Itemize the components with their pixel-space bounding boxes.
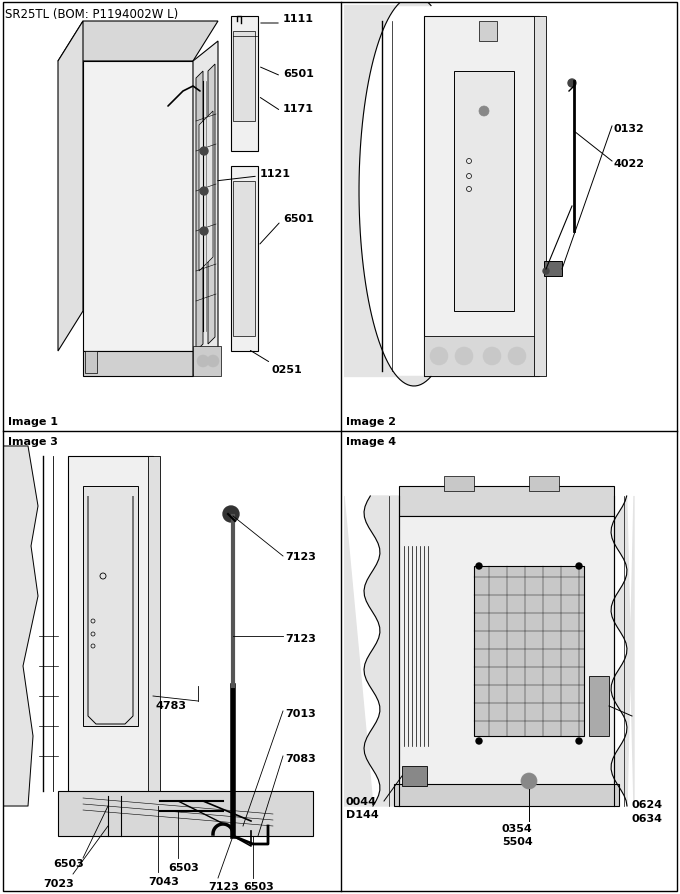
Circle shape [576,738,582,744]
Polygon shape [199,112,213,272]
Circle shape [476,738,482,744]
Text: 4783: 4783 [155,700,186,710]
Bar [544,262,562,276]
Polygon shape [58,22,83,351]
Text: 5504: 5504 [502,836,532,846]
Bar [474,567,584,736]
Polygon shape [424,17,539,376]
Polygon shape [3,446,38,806]
Text: 6503: 6503 [53,858,84,868]
Circle shape [568,80,576,88]
Circle shape [521,773,537,789]
Circle shape [200,148,208,156]
Circle shape [207,356,219,367]
Bar [479,22,497,42]
Text: Image 1: Image 1 [8,417,58,426]
Circle shape [476,563,482,569]
Bar [589,676,609,736]
Bar [424,337,539,376]
Text: 7013: 7013 [285,708,316,718]
Text: 0354: 0354 [502,823,532,833]
Text: 6501: 6501 [283,214,314,224]
Bar [454,72,514,312]
Text: 7123: 7123 [285,633,316,644]
Polygon shape [344,0,431,386]
Bar [394,784,619,806]
Circle shape [200,228,208,236]
Circle shape [479,107,489,117]
Bar [444,477,474,492]
Polygon shape [196,72,203,351]
Circle shape [200,188,208,196]
Text: 1121: 1121 [260,169,291,179]
Polygon shape [83,351,193,376]
Polygon shape [344,496,399,806]
Polygon shape [208,65,215,344]
Bar [233,32,255,122]
Bar [534,17,546,376]
Polygon shape [58,791,313,836]
Text: 1111: 1111 [283,14,314,24]
Text: 4022: 4022 [614,159,645,169]
Text: Image 4: Image 4 [346,436,396,446]
Text: 6503: 6503 [168,862,199,872]
Text: 7083: 7083 [285,753,316,763]
Bar [148,457,160,797]
Polygon shape [611,496,634,806]
Circle shape [543,269,549,274]
Text: 7123: 7123 [208,881,239,891]
Circle shape [576,563,582,569]
Text: 0132: 0132 [614,124,645,134]
Text: 0634: 0634 [632,813,663,823]
Circle shape [483,348,501,366]
Polygon shape [83,62,193,351]
Circle shape [508,348,526,366]
Bar [402,766,427,786]
Text: 0624: 0624 [632,799,663,809]
Circle shape [430,348,448,366]
Bar [233,181,255,337]
Polygon shape [68,457,153,797]
Text: 7123: 7123 [285,552,316,561]
Text: 7043: 7043 [148,876,179,886]
Circle shape [455,348,473,366]
Bar [529,477,559,492]
Text: Image 2: Image 2 [346,417,396,426]
Bar [85,351,97,374]
Bar [193,347,221,376]
Text: 7023: 7023 [43,878,73,888]
Polygon shape [231,17,258,152]
Bar [399,517,614,786]
Text: 6503: 6503 [243,881,274,891]
Text: 0251: 0251 [271,365,302,375]
Text: 1171: 1171 [283,104,314,114]
Bar [399,486,614,517]
Polygon shape [193,42,218,376]
Polygon shape [58,22,218,62]
Text: D144: D144 [346,809,379,819]
Bar [83,486,138,726]
Circle shape [223,506,239,522]
Text: Image 3: Image 3 [8,436,58,446]
Text: 6501: 6501 [283,69,314,79]
Text: SR25TL (BOM: P1194002W L): SR25TL (BOM: P1194002W L) [5,8,178,21]
Polygon shape [231,167,258,351]
Circle shape [197,356,209,367]
Text: 0044: 0044 [346,797,377,806]
